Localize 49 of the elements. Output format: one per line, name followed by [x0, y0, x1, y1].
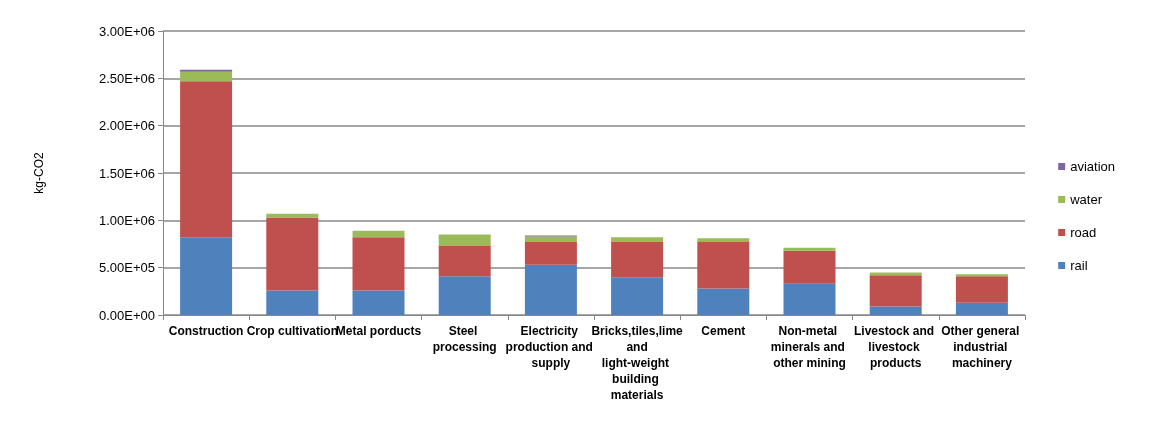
bar: [180, 237, 233, 315]
bar: [180, 81, 233, 238]
x-tick-label: Crop cultivation: [246, 324, 338, 338]
bar: [611, 242, 664, 278]
legend-label: road: [1070, 225, 1097, 240]
bar: [352, 230, 405, 238]
bar: [697, 238, 750, 243]
bar: [524, 242, 577, 265]
bar: [438, 245, 491, 277]
bar: [955, 302, 1008, 315]
bar: [869, 306, 922, 315]
bar: [611, 277, 664, 315]
bar: [266, 290, 319, 315]
bar: [352, 237, 405, 291]
y-tick-label: 2.00E+06: [98, 118, 155, 134]
x-tick-label: Construction: [168, 324, 244, 338]
bar: [783, 247, 836, 251]
bar: [438, 276, 491, 315]
bar: [697, 242, 750, 289]
bar: [783, 250, 836, 284]
y-tick-label: 1.00E+06: [98, 212, 155, 228]
x-tick-label: Bricks,tiles,lime and light-weight building materials: [591, 324, 684, 402]
legend-label: rail: [1070, 258, 1088, 273]
bar: [524, 264, 577, 315]
bar: [524, 236, 577, 243]
bar: [438, 234, 491, 246]
bar: [697, 288, 750, 315]
x-tick-label: Other general industrial machinery: [941, 324, 1023, 370]
y-tick-label: 2.50E+06: [98, 70, 155, 86]
y-axis-title: kg-CO2: [32, 152, 46, 194]
bar: [783, 283, 836, 315]
bar: [611, 237, 664, 243]
bar: [266, 217, 319, 291]
bar: [955, 276, 1008, 303]
legend-label: water: [1069, 192, 1103, 207]
bar: [869, 275, 922, 307]
bar: [352, 290, 405, 315]
x-tick-label: Steel processing: [432, 324, 497, 354]
x-tick-label: Non-metal minerals and other mining: [770, 324, 849, 370]
x-tick-label: Livestock and livestock products: [854, 324, 938, 370]
y-tick-label: 5.00E+05: [98, 260, 155, 276]
y-tick-label: 3.00E+06: [98, 23, 155, 39]
bar: [180, 71, 233, 82]
y-tick-label: 0.00E+00: [98, 307, 155, 323]
x-tick-label: Cement: [701, 324, 746, 338]
y-tick-label: 1.50E+06: [98, 165, 155, 181]
x-tick-label: Metal porducts: [335, 324, 422, 338]
bar: [869, 272, 922, 276]
legend-label: aviation: [1070, 159, 1115, 174]
